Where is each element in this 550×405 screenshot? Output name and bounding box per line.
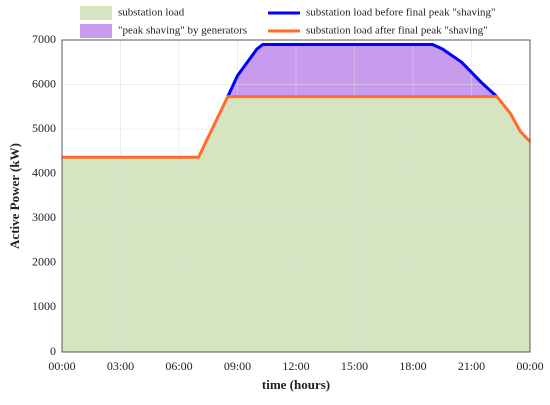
x-tick-label: 15:00: [341, 359, 368, 373]
y-axis-label: Active Power (kW): [7, 143, 22, 249]
y-tick-label: 5000: [32, 121, 56, 135]
line: [62, 95, 532, 159]
y-tick-label: 1000: [32, 299, 56, 313]
y-tick-label: 0: [50, 344, 56, 358]
x-tick-label: 12:00: [282, 359, 309, 373]
x-tick-label: 03:00: [107, 359, 134, 373]
x-tick-label: 06:00: [165, 359, 192, 373]
legend-swatch: [80, 24, 112, 38]
legend-label: substation load after final peak "shavin…: [306, 25, 488, 37]
x-tick-label: 00:00: [516, 359, 543, 373]
y-tick-label: 6000: [32, 76, 56, 90]
x-axis-label: time (hours): [262, 377, 330, 392]
y-tick-label: 3000: [32, 210, 56, 224]
legend-label: "peak shaving" by generators: [118, 25, 247, 37]
x-tick-label: 00:00: [48, 359, 75, 373]
y-tick-label: 4000: [32, 165, 56, 179]
line: [226, 42, 498, 98]
legend-label: substation load before final peak "shavi…: [306, 7, 496, 19]
x-tick-label: 21:00: [458, 359, 485, 373]
y-tick-label: 2000: [32, 255, 56, 269]
legend-swatch: [80, 6, 112, 20]
x-tick-label: 18:00: [399, 359, 426, 373]
plot-frame: [61, 39, 531, 353]
legend-label: substation load: [118, 7, 185, 19]
y-tick-label: 7000: [32, 32, 56, 46]
x-tick-label: 09:00: [224, 359, 251, 373]
